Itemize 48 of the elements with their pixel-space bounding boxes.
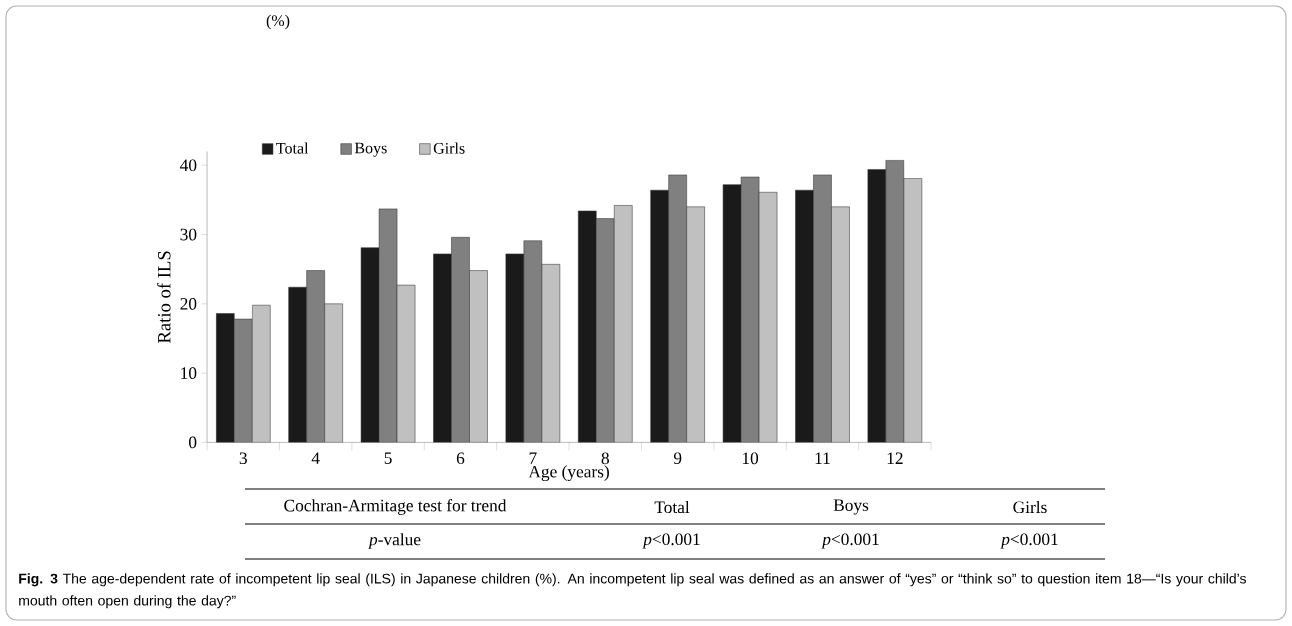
x-tick-label: 7 [529,452,537,464]
text: p<0.001 [821,533,879,549]
text: (%) [266,14,290,30]
x-tick-label: 6 [456,452,465,465]
bar [668,174,687,443]
bar [451,237,470,443]
text: p<0.001 [1000,533,1058,549]
text: Fig. 3 The age-dependent rate of incompetent lip seal (ILS) in Japanese children (%). An incompetent lip seal was defined as an answer of “yes” or “think so” to question item 18—“Is your child’s mouth often open during the day?” [19,573,1246,609]
bar [795,189,814,443]
bar [252,304,271,443]
x-axis-title: Age (years) [528,465,609,482]
x-tick-label: 9 [673,452,682,465]
y-tick-label: 20 [180,297,197,310]
bar [216,313,235,443]
text: p-value [367,533,421,549]
bar [813,174,832,443]
bar [324,303,343,443]
legend-label: Girls [433,142,465,154]
text: p<0.001 [642,533,700,549]
bar [596,218,615,443]
bar [469,270,488,443]
text: Total [654,500,690,514]
bar [234,318,253,443]
bar [433,253,452,443]
y-tick-label: 10 [181,367,197,379]
bar [288,286,307,443]
legend-label: Total [276,142,309,154]
bar [306,270,325,443]
text: Cochran-Armitage test for trend [284,499,507,515]
x-tick-label: 8 [601,452,609,465]
bar [650,189,669,443]
x-tick-label: 5 [384,452,392,464]
text: Boys [833,499,869,515]
bar [614,205,633,443]
bar [686,206,705,443]
y-tick-label: 40 [180,159,197,172]
legend-label: Boys [354,142,387,157]
y-axis-title: Ratio of ILS [157,251,171,344]
y-tick-label: 0 [189,436,197,449]
x-tick-label: 12 [887,452,903,464]
bar [578,210,597,443]
x-tick-label: 4 [311,452,320,464]
text: Girls [1013,500,1047,514]
x-tick-label: 3 [239,452,247,465]
y-tick-label: 30 [180,228,197,241]
bar [831,206,850,443]
x-tick-label: 10 [742,452,759,465]
x-tick-label: 11 [815,452,830,464]
